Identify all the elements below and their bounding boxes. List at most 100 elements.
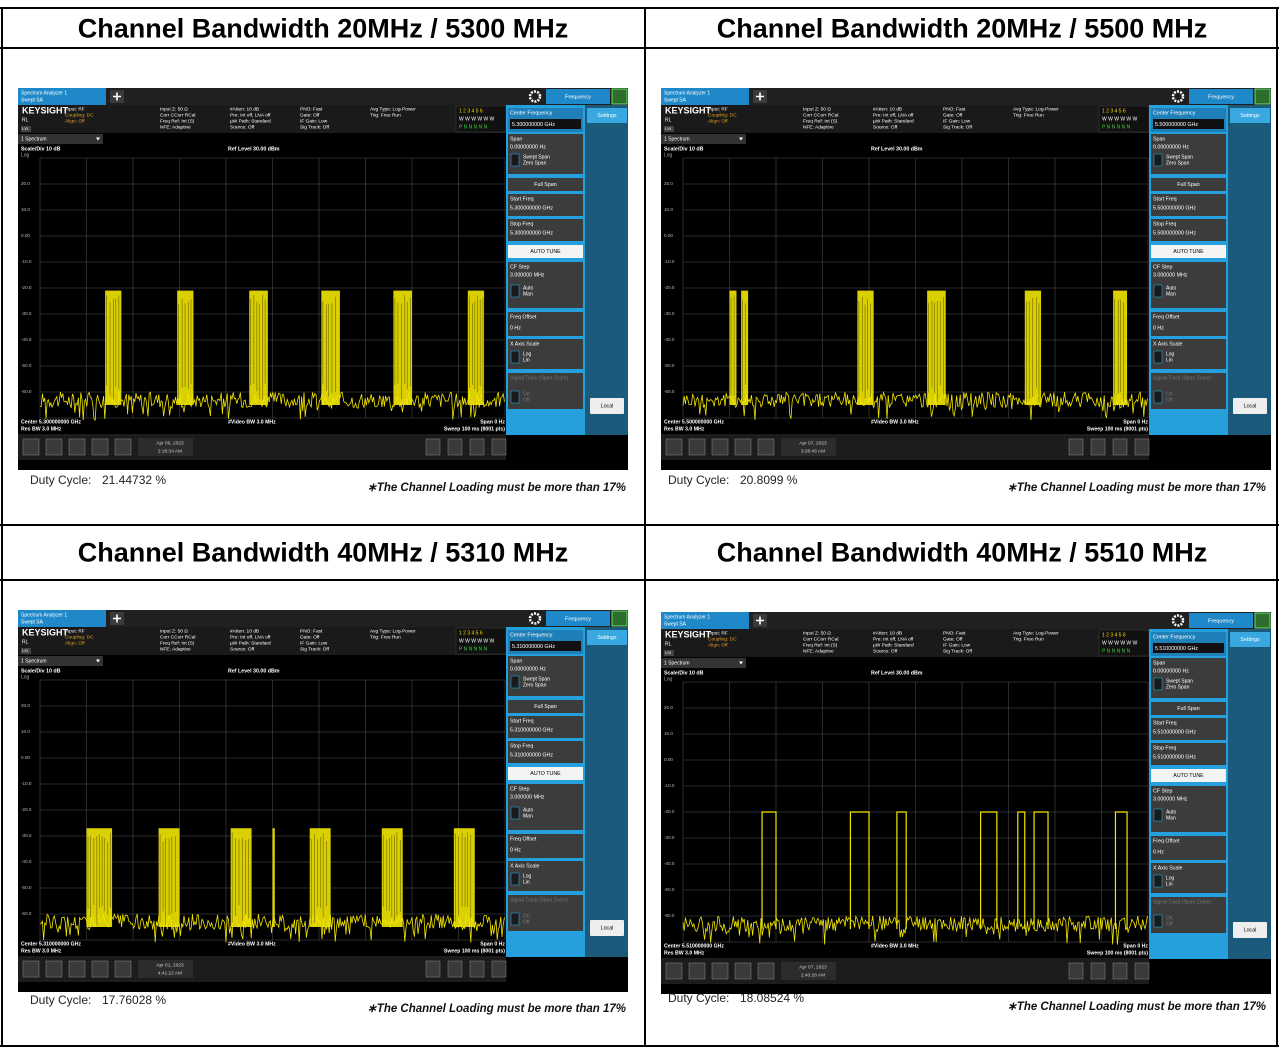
label: Local: [601, 925, 614, 931]
radio-indicator: [511, 913, 519, 925]
label: 4:41:22 AM: [158, 970, 182, 976]
y-axis-label: -30.0: [21, 833, 32, 838]
label: 0 Hz: [510, 847, 521, 853]
label: Input Z: 50 Ω: [160, 106, 188, 112]
taskbar-icon: [1135, 439, 1149, 455]
label: Sweep 100 ms (8001 pts): [1087, 950, 1148, 956]
label: Settings: [1240, 113, 1259, 119]
label: 0.00000000 Hz: [1153, 668, 1189, 674]
label: Span 0 Hz: [1123, 419, 1148, 425]
label: AUTO TUNE: [1173, 249, 1204, 255]
y-axis-label: -60.0: [664, 913, 675, 918]
label: Align: Off: [65, 640, 85, 646]
label: Align: Off: [65, 118, 85, 124]
label: Full Span: [1177, 706, 1199, 712]
label: #Atten: 10 dB: [230, 106, 259, 112]
taskbar-icon: [712, 439, 728, 455]
label: Gate: Off: [300, 634, 320, 640]
label: 5.500000000 GHz: [1155, 122, 1198, 128]
label: #Video BW 3.0 MHz: [228, 419, 276, 425]
label: KEYSIGHT: [22, 105, 69, 115]
loading-note: ∗The Channel Loading must be more than 1…: [1007, 480, 1266, 494]
y-axis-label: 0.00: [664, 757, 673, 762]
label: Signal Track (Span Zoom): [510, 897, 568, 903]
status-icon: [612, 611, 627, 626]
label: Coupling: DC: [708, 112, 737, 118]
label: 0.00000000 Hz: [510, 666, 546, 672]
label: Lin: [1166, 357, 1173, 363]
taskbar-icon: [115, 961, 131, 977]
label: Center Frequency: [1153, 110, 1196, 116]
y-axis-label: -50.0: [664, 887, 675, 892]
loading-note: ∗The Channel Loading must be more than 1…: [1007, 999, 1266, 1013]
label: Trig: Free Run: [370, 634, 401, 640]
label: W W W W W W: [1102, 116, 1138, 122]
radio-indicator: [1154, 809, 1162, 821]
label: IF Gain: Low: [300, 118, 328, 124]
label: Gate: Off: [300, 112, 320, 118]
label: Corr CCorr RCal: [803, 636, 838, 642]
label: 3.000000 MHz: [510, 794, 545, 800]
label: P N N N N N: [1102, 648, 1131, 654]
status-icon: [1255, 89, 1270, 104]
taskbar-icon: [1091, 963, 1105, 979]
taskbar-icon: [448, 439, 462, 455]
label: Off: [1166, 397, 1173, 403]
label: AUTO TUNE: [530, 249, 561, 255]
trace-burst: [741, 291, 748, 405]
label: Trig: Free Run: [370, 112, 401, 118]
radio-indicator: [511, 807, 519, 819]
radio-indicator: [1154, 154, 1162, 166]
taskbar-icon: [1113, 439, 1127, 455]
label: Settings: [1240, 637, 1259, 643]
y-axis-label: -50.0: [664, 363, 675, 368]
label: Center 5.300000000 GHz: [21, 419, 81, 425]
label: Freq Ref: Int (S): [803, 642, 838, 648]
taskbar-icon: [448, 961, 462, 977]
label: LXI: [22, 648, 28, 653]
label: 0 Hz: [510, 325, 521, 331]
label: Zero Span: [1166, 160, 1190, 166]
label: 3.000000 MHz: [1153, 272, 1188, 278]
taskbar-icon: [712, 963, 728, 979]
trace-burst: [393, 291, 412, 405]
taskbar-icon: [492, 439, 506, 455]
label: Stop Freq: [510, 743, 533, 749]
label: Center Frequency: [1153, 634, 1196, 640]
label: RL: [22, 117, 29, 123]
label: 5.500000000 GHz: [1153, 230, 1196, 236]
label: PNO: Fast: [300, 106, 323, 112]
taskbar-icon: [92, 439, 108, 455]
y-axis-label: -20.0: [21, 807, 32, 812]
label: Spectrum Analyzer 1: [21, 612, 67, 618]
trace-burst: [927, 291, 946, 405]
label: Align: Off: [708, 642, 728, 648]
label: Log: [21, 674, 30, 680]
label: Res BW 3.0 MHz: [21, 426, 62, 432]
label: Spectrum Analyzer 1: [664, 614, 710, 620]
y-axis-label: 0.00: [664, 233, 673, 238]
label: 2:40:28 AM: [801, 972, 825, 978]
label: 0 Hz: [1153, 849, 1164, 855]
label: #Atten: 10 dB: [230, 628, 259, 634]
label: Apr 01, 2023: [156, 962, 184, 968]
y-axis-label: 0.00: [21, 755, 30, 760]
label: RL: [22, 639, 29, 645]
label: 0.00000000 Hz: [510, 144, 546, 150]
label: 3:28:46 AM: [801, 448, 825, 454]
label: Stop Freq: [1153, 221, 1176, 227]
radio-indicator: [1154, 875, 1162, 887]
label: KEYSIGHT: [665, 105, 712, 115]
label: Zero Span: [523, 682, 547, 688]
taskbar-icon: [1069, 963, 1083, 979]
label: Man: [1166, 815, 1176, 821]
label: Span: [510, 658, 522, 664]
trace-burst: [468, 291, 484, 405]
label: Sweep 100 ms (8001 pts): [1087, 426, 1148, 432]
label: NFE: Adaptive: [160, 646, 191, 652]
y-axis-label: -20.0: [664, 809, 675, 814]
label: Source: Off: [873, 648, 898, 654]
label: KEYSIGHT: [665, 629, 712, 639]
y-axis-label: 10.0: [664, 207, 673, 212]
analyzer-screenshot: Spectrum Analyzer 1Swept SAFrequencyKEYS…: [18, 88, 628, 470]
